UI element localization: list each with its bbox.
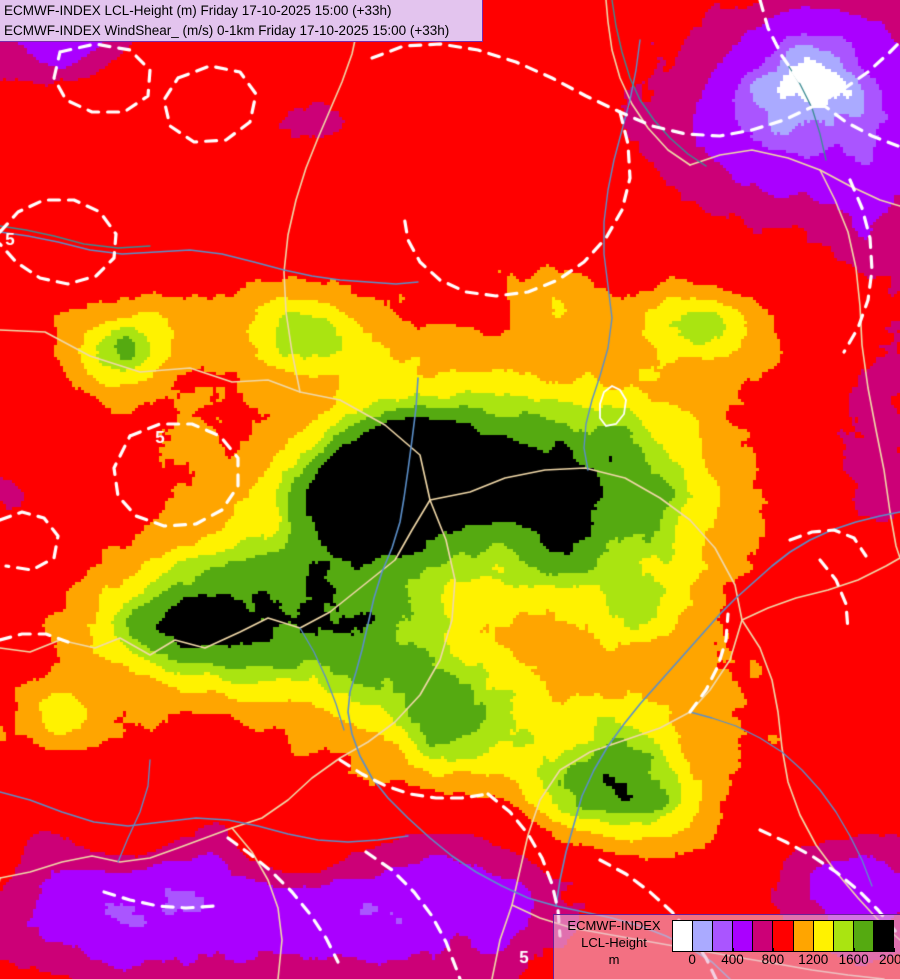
legend-swatch-7: [813, 921, 834, 951]
legend-swatch-8: [833, 921, 854, 951]
legend-swatch-5: [773, 921, 794, 951]
legend-tick-2000: 2000: [878, 952, 900, 967]
legend-swatch-3: [733, 921, 754, 951]
legend-tick-1200: 1200: [798, 952, 829, 967]
legend-tickmark-0: [692, 948, 694, 952]
legend-swatch-0: [673, 921, 694, 951]
legend-model-name: ECMWF-INDEX: [567, 918, 661, 933]
legend-swatch-9: [853, 921, 874, 951]
legend-tickmark-3: [813, 948, 815, 952]
legend-parameter-name: LCL-Height: [581, 935, 647, 950]
legend-tickmark-1: [732, 948, 734, 952]
legend-color-swatches: [672, 920, 894, 952]
legend-tick-400: 400: [721, 952, 744, 967]
legend-swatch-6: [793, 921, 814, 951]
legend-unit: m: [608, 952, 620, 967]
color-scale-legend[interactable]: ECMWF-INDEX LCL-Height m 0 400 800 1200 1600…: [553, 914, 900, 979]
legend-tick-labels: 0 400 800 1200 1600 2000: [672, 948, 900, 976]
legend-swatch-4: [753, 921, 774, 951]
title-line-lcl: ECMWF-INDEX LCL-Height (m) Friday 17-10-…: [4, 3, 392, 18]
title-line-windshear: ECMWF-INDEX WindShear_ (m/s) 0-1km Frida…: [4, 23, 450, 38]
legend-tick-0: 0: [688, 952, 696, 967]
map-title-box: ECMWF-INDEX LCL-Height (m) Friday 17-10-…: [0, 0, 483, 42]
legend-tick-1600: 1600: [838, 952, 869, 967]
legend-swatch-10: [873, 921, 894, 951]
legend-tick-800: 800: [761, 952, 785, 967]
legend-caption: ECMWF-INDEX LCL-Height m: [558, 917, 670, 968]
legend-swatch-1: [693, 921, 714, 951]
legend-tickmark-5: [894, 948, 895, 952]
legend-tickmark-4: [853, 948, 855, 952]
legend-swatch-2: [713, 921, 734, 951]
legend-tickmark-2: [772, 948, 774, 952]
